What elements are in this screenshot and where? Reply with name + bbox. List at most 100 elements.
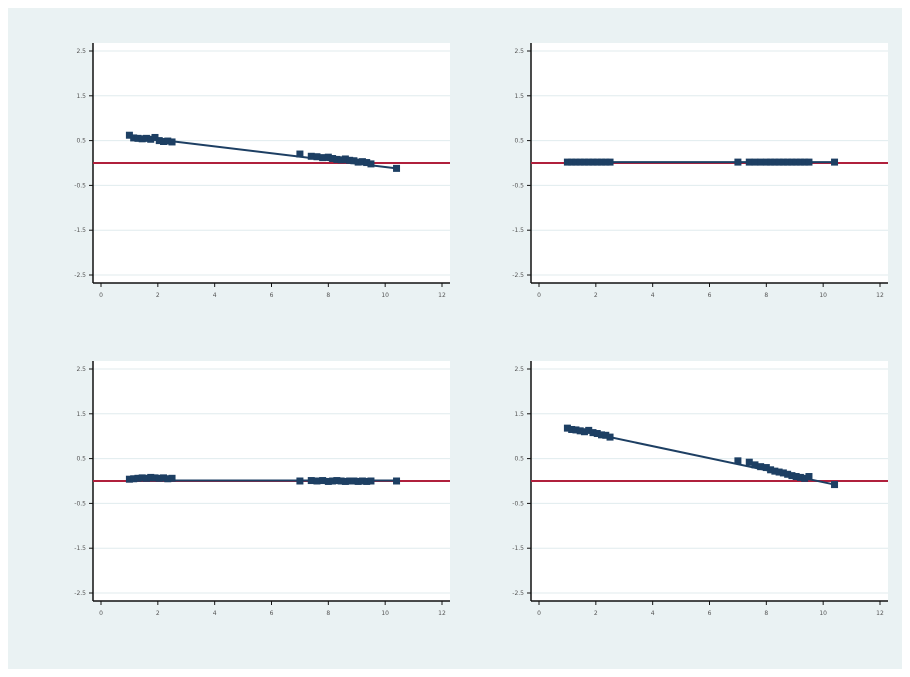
y-tick-label: -2.5 xyxy=(74,272,86,279)
data-point xyxy=(313,153,321,161)
x-tick-label: 6 xyxy=(270,292,274,299)
y-tick-label: -2.5 xyxy=(512,272,524,279)
data-point xyxy=(792,158,800,166)
data-point xyxy=(367,477,375,485)
data-point xyxy=(598,431,606,439)
data-point xyxy=(606,158,614,166)
x-tick-label: 6 xyxy=(708,292,712,299)
x-tick-label: 8 xyxy=(326,292,330,299)
data-point xyxy=(160,137,168,145)
x-tick-label: 4 xyxy=(651,610,655,617)
x-tick-label: 12 xyxy=(438,610,446,617)
data-point xyxy=(767,466,775,474)
data-point xyxy=(358,158,366,166)
data-point xyxy=(734,457,742,465)
data-point xyxy=(147,473,155,481)
data-point xyxy=(333,155,341,163)
data-point xyxy=(296,477,304,485)
y-tick-label: -1.5 xyxy=(512,545,524,552)
data-point xyxy=(155,474,163,482)
data-point xyxy=(319,477,327,485)
data-point xyxy=(134,134,142,142)
data-point xyxy=(130,475,138,483)
data-point xyxy=(602,158,610,166)
x-tick-label: 8 xyxy=(764,292,768,299)
x-tick-label: 6 xyxy=(270,610,274,617)
data-point xyxy=(168,474,176,482)
data-point xyxy=(572,158,580,166)
data-point xyxy=(788,472,796,480)
data-point xyxy=(580,158,588,166)
x-tick-label: 12 xyxy=(438,292,446,299)
data-point xyxy=(151,133,159,141)
data-point xyxy=(155,137,163,145)
data-point xyxy=(319,154,327,162)
data-point xyxy=(796,158,804,166)
data-point xyxy=(576,427,584,435)
data-point xyxy=(751,461,759,469)
data-point xyxy=(164,137,172,145)
data-point xyxy=(775,158,783,166)
data-point xyxy=(805,158,813,166)
data-point xyxy=(350,157,358,165)
x-tick-label: 10 xyxy=(381,610,389,617)
data-point xyxy=(585,158,593,166)
panel-4: -2.5 -1.5 -0.5 0.5 1.5 2.5 0 2 4 6 8 10 12 xyxy=(512,361,888,617)
data-point xyxy=(307,477,315,485)
data-point xyxy=(745,158,753,166)
data-point xyxy=(757,463,765,471)
data-point xyxy=(589,158,597,166)
x-tick-label: 2 xyxy=(156,292,160,299)
data-point xyxy=(563,158,571,166)
data-point xyxy=(775,468,783,476)
data-point xyxy=(779,469,787,477)
panel-3: -2.5 -1.5 -0.5 0.5 1.5 2.5 0 2 4 6 8 10 12 xyxy=(74,361,450,617)
data-point xyxy=(324,153,332,161)
data-point xyxy=(585,426,593,434)
data-point xyxy=(350,477,358,485)
data-point xyxy=(313,477,321,485)
data-point xyxy=(354,158,362,166)
y-tick-label: -1.5 xyxy=(74,545,86,552)
data-point xyxy=(138,135,146,143)
data-point xyxy=(142,134,150,142)
y-tick-label: 0.5 xyxy=(76,456,86,463)
data-point xyxy=(801,474,809,482)
x-tick-label: 10 xyxy=(819,610,827,617)
y-tick-label: -2.5 xyxy=(512,590,524,597)
data-point xyxy=(757,158,765,166)
x-tick-label: 0 xyxy=(99,610,103,617)
y-tick-label: 2.5 xyxy=(76,366,86,373)
x-tick-label: 10 xyxy=(819,292,827,299)
data-point xyxy=(771,158,779,166)
data-point xyxy=(341,477,349,485)
data-point xyxy=(805,473,813,481)
data-point xyxy=(831,481,839,489)
y-tick-label: 2.5 xyxy=(514,48,524,55)
data-point xyxy=(801,158,809,166)
y-tick-label: 1.5 xyxy=(514,411,524,418)
x-tick-label: 8 xyxy=(326,610,330,617)
y-tick-label: -0.5 xyxy=(512,182,524,189)
data-point xyxy=(363,159,371,167)
data-point xyxy=(593,430,601,438)
data-point xyxy=(367,160,375,168)
data-point xyxy=(788,158,796,166)
figure-background: -2.5 -1.5 -0.5 0.5 1.5 2.5 0 2 4 6 8 10 12 -2.5 -1.5 -0… xyxy=(8,8,902,669)
panel-1: -2.5 -1.5 -0.5 0.5 1.5 2.5 0 2 4 6 8 10 12 xyxy=(74,43,450,299)
x-tick-label: 2 xyxy=(594,610,598,617)
data-point xyxy=(580,428,588,436)
x-tick-label: 2 xyxy=(156,610,160,617)
data-point xyxy=(606,433,614,441)
data-point xyxy=(762,158,770,166)
data-point xyxy=(602,431,610,439)
x-tick-label: 0 xyxy=(537,292,541,299)
data-point xyxy=(563,424,571,432)
data-point xyxy=(125,131,133,139)
y-tick-label: 1.5 xyxy=(514,93,524,100)
data-point xyxy=(831,158,839,166)
data-point xyxy=(341,155,349,163)
y-tick-label: 0.5 xyxy=(514,138,524,145)
data-point xyxy=(142,474,150,482)
data-point xyxy=(751,158,759,166)
